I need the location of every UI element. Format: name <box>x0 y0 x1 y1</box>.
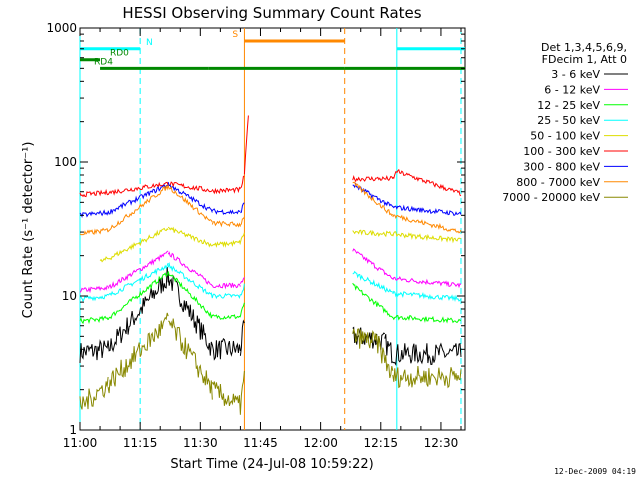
legend-label-6: 300 - 800 keV <box>523 160 600 173</box>
x-tick-label-0: 11:00 <box>63 436 98 450</box>
flag-label-3: S <box>232 30 238 40</box>
plot-frame <box>79 27 466 431</box>
legend: Det 1,3,4,5,6,9,FDecim 1, Att 0 3 - 6 keV… <box>502 41 628 204</box>
x-tick-label-6: 12:30 <box>424 436 459 450</box>
legend-header-1: FDecim 1, Att 0 <box>542 53 627 66</box>
timestamp: 12-Dec-2009 04:19 <box>554 467 636 476</box>
vertical-markers <box>79 28 462 430</box>
series-line-3 <box>79 261 462 303</box>
legend-label-2: 12 - 25 keV <box>537 99 600 112</box>
x-axis-label: Start Time (24-Jul-08 10:59:22) <box>170 457 373 472</box>
y-tick-label-0: 1 <box>69 423 77 437</box>
legend-label-0: 3 - 6 keV <box>551 68 600 81</box>
flag-label-1: RD0 <box>110 49 129 59</box>
series-line-2 <box>79 271 462 325</box>
legend-header-0: Det 1,3,4,5,6,9, <box>541 41 627 54</box>
series-line-1 <box>79 248 462 294</box>
series-lines <box>79 115 462 415</box>
x-tick-label-1: 11:15 <box>123 436 158 450</box>
series-line-5 <box>79 115 462 198</box>
flag-label-0: N <box>146 38 153 48</box>
series-line-7 <box>79 181 462 236</box>
x-tick-label-5: 12:15 <box>363 436 398 450</box>
axes: 11:00 11:15 11:30 11:45 12:00 12:15 12:30 1 10 10… <box>46 21 465 450</box>
series-line-8 <box>79 312 462 415</box>
y-tick-label-2: 100 <box>54 155 77 169</box>
legend-label-1: 6 - 12 keV <box>544 83 600 96</box>
legend-label-5: 100 - 300 keV <box>523 145 600 158</box>
chart-title: HESSI Observing Summary Count Rates <box>122 4 421 22</box>
legend-label-3: 25 - 50 keV <box>537 114 600 127</box>
x-tick-label-3: 11:45 <box>243 436 278 450</box>
y-tick-label-3: 1000 <box>46 21 77 35</box>
x-tick-label-4: 12:00 <box>303 436 338 450</box>
y-axis-label: Count Rate (s⁻¹ detector⁻¹) <box>21 142 36 319</box>
series-line-4 <box>99 226 462 263</box>
x-tick-label-2: 11:30 <box>183 436 218 450</box>
series-line-6 <box>79 182 462 219</box>
flag-label-2: RD4 <box>94 57 113 67</box>
legend-label-4: 50 - 100 keV <box>530 130 600 143</box>
y-tick-label-1: 10 <box>62 289 77 303</box>
legend-label-8: 7000 - 20000 keV <box>502 191 600 204</box>
legend-label-7: 800 - 7000 keV <box>516 176 600 189</box>
